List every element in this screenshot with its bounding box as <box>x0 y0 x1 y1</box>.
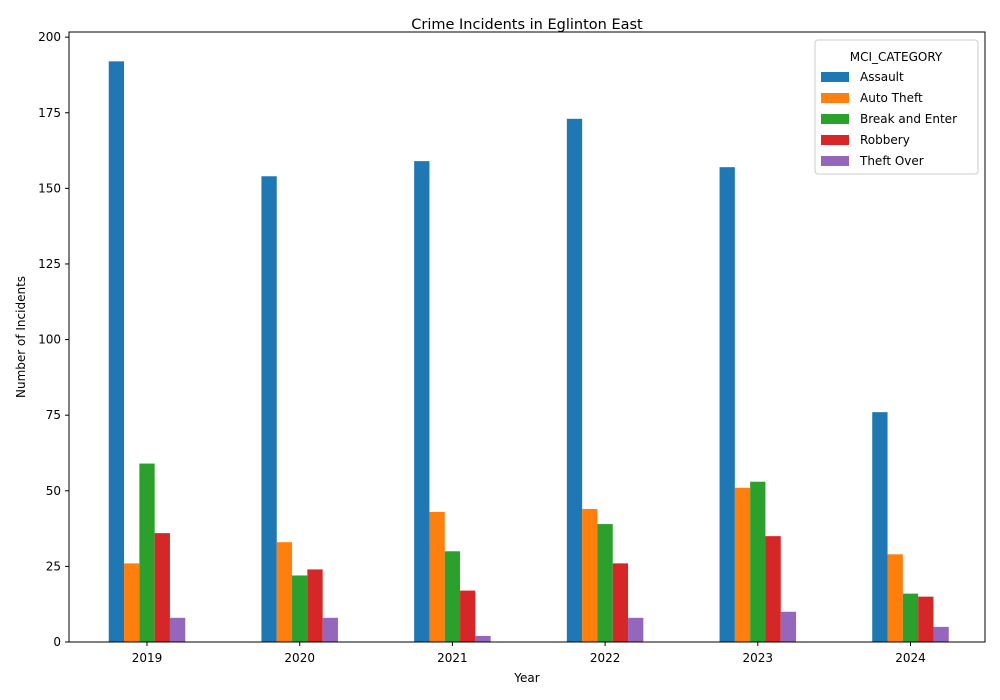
legend-title: MCI_CATEGORY <box>850 50 943 64</box>
legend-box <box>814 39 979 175</box>
legend-swatch-robbery <box>821 135 849 145</box>
legend-label: Auto Theft <box>860 91 923 105</box>
bar-break-and-enter-2020 <box>292 575 308 642</box>
legend: MCI_CATEGORY Assault Auto Theft Break and … <box>814 39 979 175</box>
bar-assault-2024 <box>872 412 888 642</box>
bar-auto-theft-2022 <box>582 508 598 642</box>
bar-robbery-2019 <box>154 533 170 642</box>
bar-theft-over-2021 <box>475 635 491 642</box>
x-tick-label: 2021 <box>437 651 468 665</box>
bar-auto-theft-2020 <box>276 542 293 642</box>
bar-assault-2019 <box>108 61 125 642</box>
legend-items: Assault Auto Theft Break and Enter Robbery T… <box>821 70 957 168</box>
y-tick-label: 25 <box>46 559 61 573</box>
bar-auto-theft-2023 <box>734 487 751 642</box>
legend-label: Robbery <box>860 133 910 147</box>
y-tick-label: 200 <box>38 30 61 44</box>
bar-break-and-enter-2021 <box>444 551 461 642</box>
bar-auto-theft-2024 <box>887 554 903 642</box>
y-tick-label: 75 <box>46 408 61 422</box>
y-tick-label: 100 <box>38 333 61 347</box>
bar-assault-2023 <box>719 167 735 642</box>
bar-robbery-2020 <box>307 569 323 642</box>
bar-theft-over-2023 <box>780 611 797 642</box>
plot-area <box>108 61 949 643</box>
bar-robbery-2024 <box>918 596 934 642</box>
x-axis-title: Year <box>513 671 539 685</box>
bar-assault-2020 <box>261 176 277 642</box>
bar-assault-2021 <box>414 161 430 642</box>
y-axis: 0 25 50 75 100 125 150 175 200 <box>38 30 69 649</box>
y-axis-title: Number of Incidents <box>14 276 28 398</box>
x-axis: 2019 2020 2021 2022 2023 2024 <box>132 642 926 665</box>
bar-theft-over-2020 <box>322 617 338 642</box>
bar-break-and-enter-2023 <box>750 481 766 642</box>
y-tick-label: 125 <box>38 257 61 271</box>
chart-title: Crime Incidents in Eglinton East <box>411 17 643 33</box>
bar-theft-over-2024 <box>933 626 949 642</box>
bar-break-and-enter-2022 <box>597 524 613 642</box>
x-tick-label: 2023 <box>743 651 774 665</box>
x-tick-label: 2022 <box>590 651 621 665</box>
legend-label: Assault <box>860 70 904 84</box>
legend-swatch-break-and-enter <box>821 114 849 124</box>
plot-frame <box>68 31 986 643</box>
x-tick-label: 2020 <box>284 651 315 665</box>
bar-break-and-enter-2024 <box>902 593 919 642</box>
bar-theft-over-2019 <box>169 617 186 642</box>
legend-swatch-theft-over <box>821 156 849 166</box>
bar-robbery-2022 <box>612 563 629 642</box>
legend-swatch-auto-theft <box>821 93 849 103</box>
bar-theft-over-2022 <box>628 617 644 642</box>
bar-auto-theft-2021 <box>429 511 445 642</box>
x-tick-label: 2024 <box>895 651 926 665</box>
bar-break-and-enter-2019 <box>139 463 155 642</box>
legend-swatch-assault <box>821 72 849 82</box>
legend-label: Theft Over <box>859 154 924 168</box>
bar-robbery-2023 <box>765 536 781 642</box>
y-tick-label: 0 <box>53 635 61 649</box>
y-tick-label: 175 <box>38 106 61 120</box>
y-tick-label: 150 <box>38 181 61 195</box>
bar-assault-2022 <box>566 118 583 643</box>
x-tick-label: 2019 <box>132 651 163 665</box>
bar-robbery-2021 <box>460 590 476 642</box>
y-tick-label: 50 <box>46 484 61 498</box>
bar-auto-theft-2019 <box>124 563 140 642</box>
legend-label: Break and Enter <box>860 112 957 126</box>
